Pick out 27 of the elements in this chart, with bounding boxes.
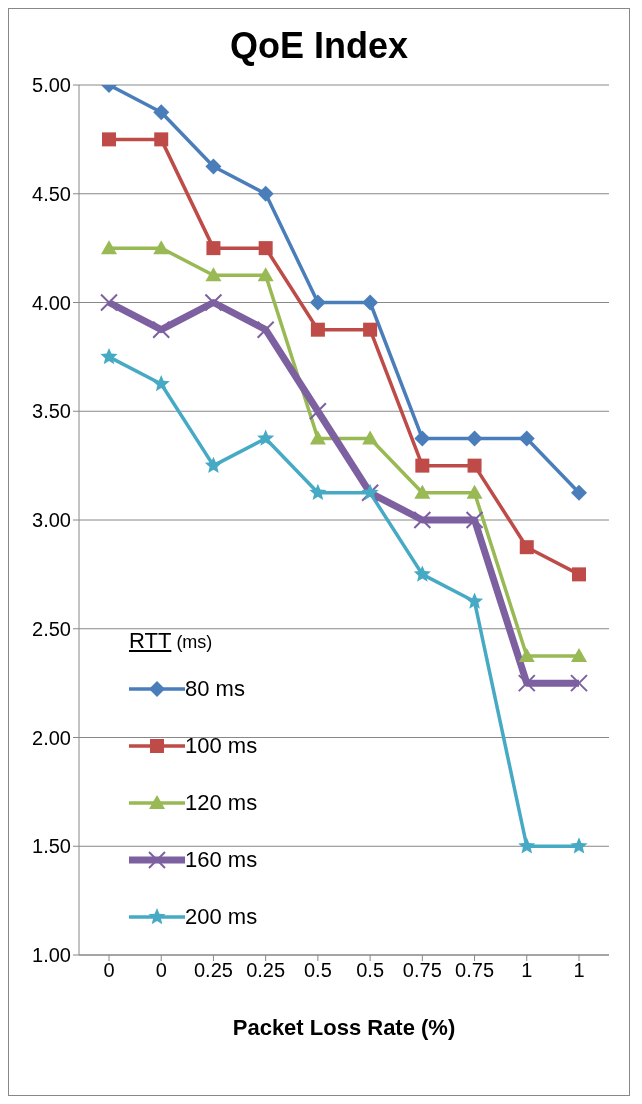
chart-title: QoE Index (229, 24, 409, 68)
y-tick-label: 4.50 (32, 182, 71, 205)
x-tick-label: 0 (155, 959, 167, 982)
legend-label: 160 ms (185, 846, 258, 873)
y-tick-label: 3.00 (32, 509, 71, 532)
y-tick-label: 2.00 (32, 726, 71, 749)
y-tick-label: 1.00 (32, 944, 71, 967)
x-tick-label: 0.75 (402, 959, 442, 982)
legend-label: 120 ms (185, 789, 258, 816)
y-tick-label: 2.50 (32, 617, 71, 640)
legend-title: RTT (ms) (129, 628, 213, 653)
x-tick-label: 0.25 (193, 959, 233, 982)
x-tick-label: 0.5 (303, 959, 332, 982)
x-tick-label: 0 (103, 959, 115, 982)
x-tick-label: 1 (521, 959, 533, 982)
x-axis-title: Packet Loss Rate (%) (232, 1015, 456, 1040)
x-tick-label: 0.25 (246, 959, 286, 982)
legend-label: 100 ms (185, 732, 258, 759)
legend-label: 200 ms (185, 903, 258, 930)
legend-label: 80 ms (185, 675, 245, 702)
y-tick-label: 3.50 (32, 400, 71, 423)
y-tick-label: 5.00 (32, 74, 71, 97)
y-tick-label: 1.50 (32, 835, 71, 858)
y-tick-label: 4.00 (32, 291, 71, 314)
x-tick-label: 0.75 (455, 959, 495, 982)
x-tick-label: 1 (573, 959, 585, 982)
x-tick-label: 0.5 (356, 959, 385, 982)
